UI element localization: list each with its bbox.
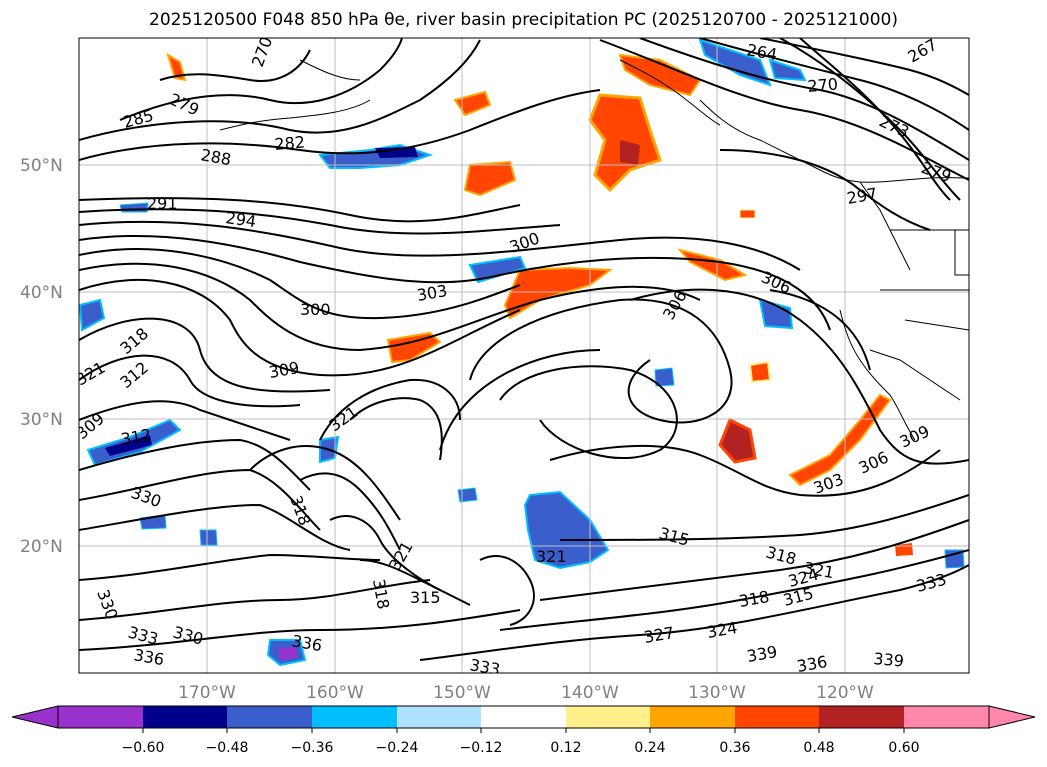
colorbar-segment — [397, 706, 481, 728]
colorbar-segment — [312, 706, 397, 728]
colorbar-tick-label: 0.12 — [550, 740, 581, 756]
precip-negative-region — [278, 647, 297, 660]
precip-shading — [79, 38, 965, 667]
colorbar-tick-label: 0.60 — [888, 740, 919, 756]
precip-negative-region — [457, 487, 478, 503]
colorbar-tick-labels: −0.60 −0.48 −0.36 −0.24 −0.12 0.12 0.24 … — [122, 740, 920, 756]
colorbar-extend-low — [11, 705, 59, 729]
precip-positive-region — [386, 331, 442, 364]
precip-positive-region — [739, 209, 756, 219]
lon-label: 170°W — [178, 683, 236, 703]
colorbar-segment — [819, 706, 904, 728]
contour-label: 294 — [224, 208, 257, 231]
precip-positive-region — [748, 360, 772, 384]
longitude-labels: 170°W 160°W 150°W 140°W 130°W 120°W — [178, 683, 874, 703]
precip-negative-region — [523, 490, 610, 570]
precip-negative-region — [199, 529, 218, 546]
colorbar-tick-label: −0.24 — [376, 740, 419, 756]
lat-label: 20°N — [20, 537, 63, 557]
figure-title: 2025120500 F048 850 hPa θe, river basin … — [149, 10, 898, 30]
precip-positive-region — [718, 417, 757, 464]
colorbar-tick-label: 0.24 — [634, 740, 665, 756]
colorbar-segment — [566, 706, 650, 728]
colorbar-frame — [57, 705, 990, 729]
precip-positive-region — [166, 52, 187, 82]
lon-label: 160°W — [306, 683, 364, 703]
lon-label: 130°W — [688, 683, 746, 703]
colorbar-segment — [735, 706, 819, 728]
precip-negative-region — [758, 298, 794, 330]
lon-label: 140°W — [561, 683, 619, 703]
colorbar-segment — [227, 706, 312, 728]
contour-label: 300 — [300, 300, 331, 319]
colorbar-segment — [481, 706, 566, 728]
precip-positive-region — [463, 160, 517, 197]
colorbar-segment — [650, 706, 735, 728]
colorbar-tick-label: 0.36 — [719, 740, 750, 756]
precip-positive-region — [788, 393, 892, 487]
precip-negative-region — [375, 147, 418, 158]
colorbar-tick-label: −0.12 — [460, 740, 503, 756]
lat-label: 50°N — [20, 156, 63, 176]
precip-negative-region — [79, 298, 106, 332]
colorbar-tick-label: −0.48 — [206, 740, 249, 756]
colorbar-extend-high — [988, 705, 1036, 729]
colorbar: −0.60 −0.48 −0.36 −0.24 −0.12 0.12 0.24 … — [11, 705, 1036, 756]
lat-label: 40°N — [20, 283, 63, 303]
colorbar-segment — [904, 706, 989, 728]
precip-positive-region — [618, 53, 702, 97]
coastlines — [219, 59, 969, 441]
colorbar-segment — [58, 706, 143, 728]
contour-label: 270 — [807, 74, 839, 96]
contour-label: 315 — [410, 588, 441, 607]
contour-label: 321 — [536, 547, 567, 566]
colorbar-segment — [143, 706, 227, 728]
colorbar-tick-label: −0.36 — [291, 740, 334, 756]
contour-label: 339 — [873, 649, 905, 671]
colorbar-tick-label: −0.60 — [122, 740, 165, 756]
contour-label: 291 — [147, 194, 178, 213]
map-frame — [78, 37, 970, 674]
contour-label: 282 — [274, 132, 306, 154]
precip-negative-region — [768, 58, 807, 82]
lon-label: 150°W — [433, 683, 491, 703]
precip-negative-region — [654, 367, 675, 387]
contour-label: 336 — [795, 652, 828, 676]
lon-label: 120°W — [816, 683, 874, 703]
precip-negative-region — [105, 435, 152, 456]
precip-negative-region — [468, 255, 527, 284]
lat-label: 30°N — [20, 410, 63, 430]
latitude-labels: 50°N 40°N 30°N 20°N — [20, 156, 63, 557]
contour-label: 333 — [468, 655, 501, 679]
colorbar-tick-label: 0.48 — [803, 740, 834, 756]
theta-e-contours — [79, 38, 969, 661]
precip-positive-region — [620, 140, 640, 165]
